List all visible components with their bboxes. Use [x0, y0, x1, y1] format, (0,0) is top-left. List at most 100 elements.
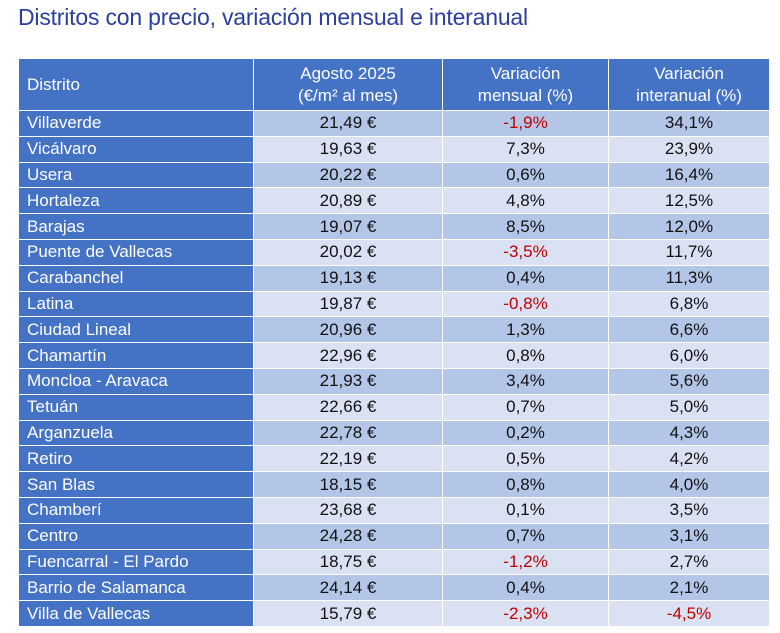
monthly-change-cell: -0,8% — [442, 290, 609, 318]
table-row: Arganzuela 22,78 €0,2% 4,3% — [18, 419, 770, 447]
price-cell: 20,22 € — [253, 161, 443, 189]
yearly-change-cell: 3,1% — [608, 522, 770, 550]
district-cell: Barrio de Salamanca — [18, 574, 254, 602]
price-cell: 18,15 € — [253, 471, 443, 498]
yearly-change-cell: 11,3% — [608, 264, 770, 292]
table-row: Hortaleza 20,89 €4,8% 12,5% — [18, 187, 770, 215]
page-title: Distritos con precio, variación mensual … — [18, 4, 528, 30]
table-row: San Blas 18,15 €0,8% 4,0% — [18, 471, 770, 498]
district-cell: Chamartín — [18, 342, 254, 369]
district-cell: Tetuán — [18, 393, 254, 421]
district-cell: Chamberí — [18, 496, 254, 524]
table-row: Latina 19,87 € -0,8% 6,8% — [18, 290, 770, 318]
monthly-change-cell: 0,6% — [442, 161, 609, 189]
column-header-line: (€/m² al mes) — [297, 85, 399, 105]
table-row: Puente de Vallecas 20,02 € -3,5% 11,7% — [18, 238, 770, 266]
district-cell: Vicálvaro — [18, 135, 254, 163]
column-header-line: Distrito — [27, 74, 80, 94]
column-header-line: Agosto 2025 — [300, 63, 396, 83]
yearly-change-cell: 2,1% — [608, 574, 770, 602]
table-row: Vicálvaro 19,63 €7,3% 23,9% — [18, 135, 770, 163]
table-row: Carabanchel 19,13 €0,4% 11,3% — [18, 264, 770, 292]
price-cell: 19,07 € — [253, 213, 443, 240]
monthly-change-cell: 3,4% — [442, 367, 609, 395]
district-cell: Puente de Vallecas — [18, 238, 254, 266]
price-cell: 22,78 € — [253, 419, 443, 447]
yearly-change-cell: 3,5% — [608, 496, 770, 524]
district-cell: Arganzuela — [18, 419, 254, 447]
column-header-line: Variación — [490, 63, 561, 83]
column-header-line: Variación — [654, 63, 724, 83]
monthly-change-cell: 0,1% — [442, 496, 609, 524]
table-row: Villa de Vallecas 15,79 € -2,3% -4,5% — [18, 600, 770, 627]
price-cell: 24,14 € — [253, 574, 443, 602]
district-cell: Fuencarral - El Pardo — [18, 548, 254, 576]
monthly-change-cell: 1,3% — [442, 316, 609, 344]
table-row: Tetuán 22,66 €0,7% 5,0% — [18, 393, 770, 421]
yearly-change-cell: -4,5% — [608, 600, 770, 627]
district-cell: Retiro — [18, 445, 254, 473]
table-row: Barrio de Salamanca 24,14 €0,4% 2,1% — [18, 574, 770, 602]
price-cell: 23,68 € — [253, 496, 443, 524]
monthly-change-cell: 8,5% — [442, 213, 609, 240]
price-cell: 19,87 € — [253, 290, 443, 318]
price-cell: 18,75 € — [253, 548, 443, 576]
district-cell: Villaverde — [18, 110, 254, 137]
monthly-change-cell: 7,3% — [442, 135, 609, 163]
table-row: Villaverde 21,49 € -1,9% 34,1% — [18, 110, 770, 137]
yearly-change-cell: 12,0% — [608, 213, 770, 240]
monthly-change-cell: 0,5% — [442, 445, 609, 473]
table-row: Chamartín 22,96 €0,8% 6,0% — [18, 342, 770, 369]
table-row: Usera 20,22 €0,6% 16,4% — [18, 161, 770, 189]
table-row: Moncloa - Aravaca 21,93 €3,4% 5,6% — [18, 367, 770, 395]
monthly-change-cell: 0,7% — [442, 393, 609, 421]
price-cell: 22,19 € — [253, 445, 443, 473]
yearly-change-cell: 5,0% — [608, 393, 770, 421]
district-cell: Moncloa - Aravaca — [18, 367, 254, 395]
yearly-change-cell: 23,9% — [608, 135, 770, 163]
column-header-distrito: Distrito — [18, 58, 254, 111]
column-header-line: interanual (%) — [636, 85, 742, 105]
price-cell: 21,93 € — [253, 367, 443, 395]
yearly-change-cell: 6,6% — [608, 316, 770, 344]
column-header-line: mensual (%) — [477, 85, 574, 105]
monthly-change-cell: -2,3% — [442, 600, 609, 627]
monthly-change-cell: 0,4% — [442, 264, 609, 292]
price-cell: 21,49 € — [253, 110, 443, 137]
district-cell: Usera — [18, 161, 254, 189]
yearly-change-cell: 4,0% — [608, 471, 770, 498]
table-row: Fuencarral - El Pardo 18,75 € -1,2% 2,7% — [18, 548, 770, 576]
price-cell: 20,89 € — [253, 187, 443, 215]
table-row: Retiro 22,19 €0,5% 4,2% — [18, 445, 770, 473]
column-header-precio: Agosto 2025 (€/m² al mes) — [253, 58, 443, 111]
price-cell: 20,96 € — [253, 316, 443, 344]
monthly-change-cell: 0,8% — [442, 342, 609, 369]
monthly-change-cell: -3,5% — [442, 238, 609, 266]
district-cell: San Blas — [18, 471, 254, 498]
table-row: Ciudad Lineal 20,96 €1,3% 6,6% — [18, 316, 770, 344]
monthly-change-cell: -1,2% — [442, 548, 609, 576]
yearly-change-cell: 5,6% — [608, 367, 770, 395]
monthly-change-cell: 0,8% — [442, 471, 609, 498]
monthly-change-cell: 0,7% — [442, 522, 609, 550]
yearly-change-cell: 2,7% — [608, 548, 770, 576]
price-cell: 19,63 € — [253, 135, 443, 163]
districts-table: Distrito Agosto 2025 (€/m² al mes) Varia… — [18, 58, 770, 627]
monthly-change-cell: 4,8% — [442, 187, 609, 215]
column-header-variacion-interanual: Variación interanual (%) — [608, 58, 770, 111]
table-row: Centro 24,28 €0,7% 3,1% — [18, 522, 770, 550]
table-row: Barajas 19,07 €8,5% 12,0% — [18, 213, 770, 240]
yearly-change-cell: 16,4% — [608, 161, 770, 189]
yearly-change-cell: 6,8% — [608, 290, 770, 318]
price-cell: 20,02 € — [253, 238, 443, 266]
district-cell: Hortaleza — [18, 187, 254, 215]
district-cell: Ciudad Lineal — [18, 316, 254, 344]
district-cell: Villa de Vallecas — [18, 600, 254, 627]
table-body: Villaverde 21,49 € -1,9% 34,1% Vicálvaro 19,6… — [18, 110, 770, 627]
yearly-change-cell: 12,5% — [608, 187, 770, 215]
yearly-change-cell: 4,3% — [608, 419, 770, 447]
column-header-variacion-mensual: Variación mensual (%) — [442, 58, 609, 111]
price-cell: 22,96 € — [253, 342, 443, 369]
monthly-change-cell: 0,2% — [442, 419, 609, 447]
district-cell: Barajas — [18, 213, 254, 240]
